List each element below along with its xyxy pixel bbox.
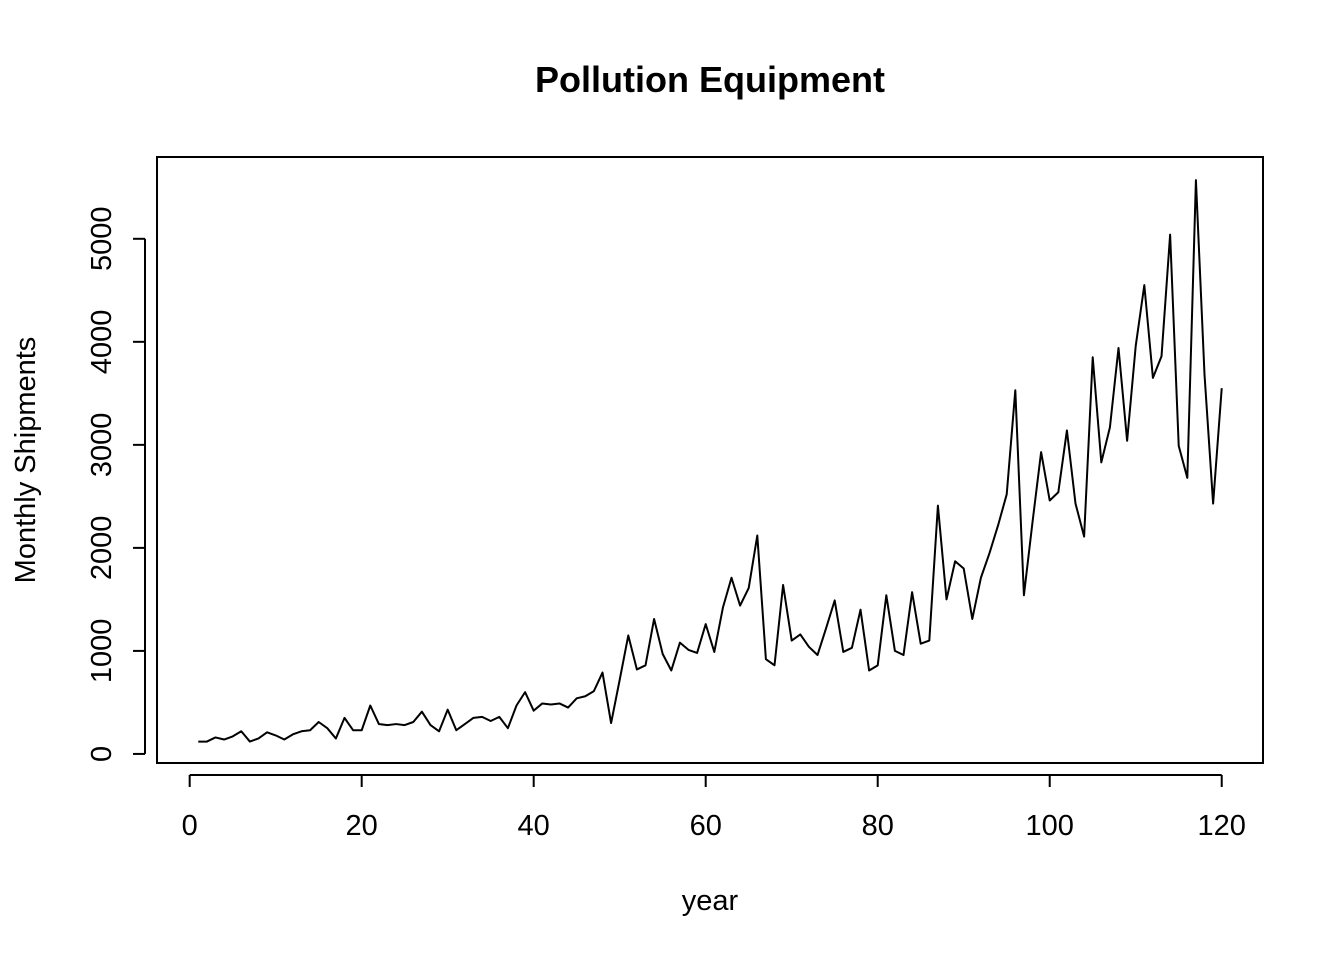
- x-tick-label: 40: [518, 810, 550, 842]
- x-tick-label: 80: [862, 810, 894, 842]
- x-axis: 0 20 40 60 80 100 120: [182, 774, 1246, 842]
- y-tick-label: 0: [86, 746, 118, 762]
- x-tick-label: 20: [346, 810, 378, 842]
- y-tick-label: 3000: [86, 413, 118, 478]
- x-tick-label: 120: [1198, 810, 1246, 842]
- y-tick-label: 5000: [86, 207, 118, 272]
- y-axis-label: Monthly Shipments: [10, 337, 42, 584]
- x-tick-label: 60: [690, 810, 722, 842]
- y-tick-label: 2000: [86, 516, 118, 581]
- series-line: [198, 179, 1223, 743]
- x-axis-label: year: [682, 885, 739, 917]
- chart-title: Pollution Equipment: [535, 59, 885, 100]
- plot-area-frame: [156, 156, 1264, 764]
- x-tick-label: 0: [182, 810, 198, 842]
- y-tick-label: 4000: [86, 310, 118, 375]
- y-tick-label: 1000: [86, 619, 118, 684]
- y-axis: 0 1000 2000 3000 4000 5000: [86, 207, 146, 762]
- x-tick-label: 100: [1026, 810, 1074, 842]
